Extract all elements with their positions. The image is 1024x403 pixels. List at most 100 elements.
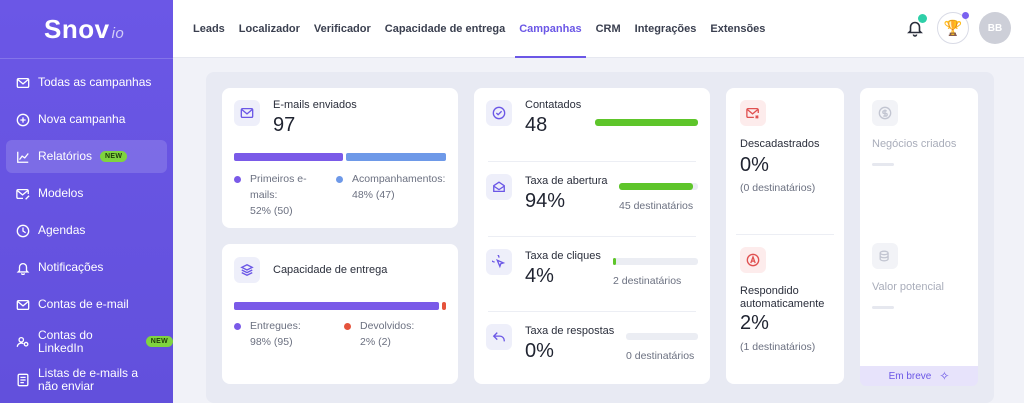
check-circle-icon — [486, 100, 512, 126]
first-emails-detail: 52% (50) — [250, 205, 293, 217]
coming-soon-label: Em breve — [888, 370, 932, 382]
sidebar-item-modelos[interactable]: Modelos — [0, 175, 173, 212]
sidebar-item-relatorios[interactable]: Relatórios NEW — [6, 140, 167, 173]
legend-dot — [234, 323, 241, 330]
followups-segment — [346, 153, 446, 161]
bounced-label: Devolvidos: — [360, 320, 415, 332]
click-rate-value: 4% — [525, 265, 554, 287]
cursor-click-icon — [486, 249, 512, 275]
coming-soon-button[interactable]: Em breve ✧ — [860, 366, 978, 386]
layers-icon — [234, 257, 260, 283]
snov-logo[interactable]: Snov io — [44, 14, 125, 44]
contacted-bar — [595, 119, 698, 126]
sidebar-item-agendas[interactable]: Agendas — [0, 212, 173, 249]
delivered-legend: Entregues: 98% (95) — [234, 318, 334, 350]
reply-rate-bar — [626, 333, 698, 340]
trophy-icon[interactable]: 🏆 — [937, 12, 969, 44]
click-rate-label: Taxa de cliques — [525, 250, 601, 262]
trophy-dot — [962, 12, 969, 19]
mail-account-icon — [16, 298, 30, 312]
click-rate-bar-fill — [613, 258, 616, 265]
bounced-legend: Devolvidos: 2% (2) — [344, 318, 454, 350]
contacted-value: 48 — [525, 114, 548, 136]
auto-reply-icon — [740, 247, 766, 273]
unsubscribed-value: 0% — [740, 154, 769, 176]
sidebar-item-label: Nova campanha — [38, 112, 126, 126]
sidebar-item-contas-do-linkedin[interactable]: Contas do LinkedIn NEW — [0, 323, 173, 360]
sent-value: 97 — [273, 114, 296, 136]
placeholder-line — [872, 163, 894, 166]
sidebar-item-label: Contas do LinkedIn — [38, 327, 93, 355]
sidebar: Snov io Todas as campanhas Nova campanha … — [0, 0, 173, 403]
nav-extensoes[interactable]: Extensões — [710, 23, 766, 35]
unsubscribed-recipients: (0 destinatários) — [740, 182, 816, 194]
delivered-detail: 98% (95) — [250, 336, 293, 348]
sent-emails-card: E-mails enviados 97 Primeiros e- mails: … — [222, 88, 458, 228]
bounced-detail: 2% (2) — [360, 336, 391, 348]
sidebar-item-label: Todas as campanhas — [38, 75, 152, 89]
sparkle-icon: ✧ — [939, 369, 950, 383]
nav-capacidade-de-entrega[interactable]: Capacidade de entrega — [384, 23, 506, 35]
nav-crm[interactable]: CRM — [595, 23, 621, 35]
bell-icon — [16, 261, 30, 275]
clock-icon — [16, 224, 30, 238]
top-navigation-bar: Leads Localizador Verificador Capacidade… — [173, 0, 1024, 58]
mail-icon — [16, 76, 30, 90]
first-emails-segment — [234, 153, 343, 161]
sidebar-item-todas-as-campanhas[interactable]: Todas as campanhas — [0, 64, 173, 101]
sidebar-item-notificacoes[interactable]: Notificações — [0, 249, 173, 286]
legend-dot — [234, 176, 241, 183]
reply-rate-value: 0% — [525, 340, 554, 362]
divider — [488, 161, 696, 162]
sidebar-item-label: Modelos — [38, 186, 84, 200]
engagement-metrics-card: Contatados 48 Taxa de abertura 94% 45 de… — [474, 88, 710, 384]
click-rate-recipients: 2 destinatários — [613, 275, 682, 287]
sent-label: E-mails enviados — [273, 99, 357, 111]
mail-edit-icon — [16, 187, 30, 201]
mail-x-icon — [740, 100, 766, 126]
first-emails-label: Primeiros e- — [250, 173, 307, 185]
user-avatar[interactable]: BB — [979, 12, 1011, 44]
delivered-segment — [234, 302, 439, 310]
contacted-bar-fill — [595, 119, 698, 126]
nav-localizador[interactable]: Localizador — [238, 23, 300, 35]
sidebar-item-listas-nao-enviar[interactable]: Listas de e-mails a não enviar — [0, 360, 173, 400]
open-rate-bar-fill — [619, 183, 693, 190]
notifications-bell-icon[interactable] — [907, 14, 927, 37]
divider — [736, 234, 834, 235]
notification-dot — [918, 14, 927, 23]
mail-icon — [234, 100, 260, 126]
sidebar-item-nova-campanha[interactable]: Nova campanha — [0, 101, 173, 138]
nav-integracoes[interactable]: Integrações — [634, 23, 697, 35]
unsubscribed-label: Descadastrados — [740, 138, 820, 150]
legend-dot — [336, 176, 343, 183]
auto-replied-recipients: (1 destinatários) — [740, 341, 816, 353]
legend-dot — [344, 323, 351, 330]
followups-label: Acompanhamentos: — [352, 173, 446, 185]
mail-open-icon — [486, 174, 512, 200]
sidebar-item-contas-de-email[interactable]: Contas de e-mail — [0, 286, 173, 323]
followups-detail: 48% (47) — [352, 189, 395, 201]
coins-icon — [872, 243, 898, 269]
open-rate-bar — [619, 183, 698, 190]
bounced-segment — [442, 302, 446, 310]
chart-icon — [16, 150, 30, 164]
plus-circle-icon — [16, 113, 30, 127]
users-icon — [16, 335, 30, 349]
first-emails-legend: Primeiros e- mails: 52% (50) — [234, 171, 334, 219]
open-rate-label: Taxa de abertura — [525, 175, 608, 187]
auto-replied-value: 2% — [740, 312, 769, 334]
sidebar-item-label: Listas de e-mails a não enviar — [38, 366, 139, 393]
auto-replied-label-line2: automaticamente — [740, 298, 825, 310]
coming-soon-card: Negócios criados Valor potencial Em brev… — [860, 88, 978, 386]
divider — [488, 236, 696, 237]
sidebar-item-label: Relatórios — [38, 149, 93, 163]
nav-verificador[interactable]: Verificador — [313, 23, 371, 35]
nav-leads[interactable]: Leads — [193, 23, 225, 35]
reply-icon — [486, 324, 512, 350]
nav-campanhas[interactable]: Campanhas — [515, 0, 586, 58]
delivery-split-bar — [234, 302, 446, 310]
dollar-icon — [872, 100, 898, 126]
new-badge: NEW — [100, 151, 128, 162]
sidebar-item-label: Notificações — [38, 260, 104, 274]
